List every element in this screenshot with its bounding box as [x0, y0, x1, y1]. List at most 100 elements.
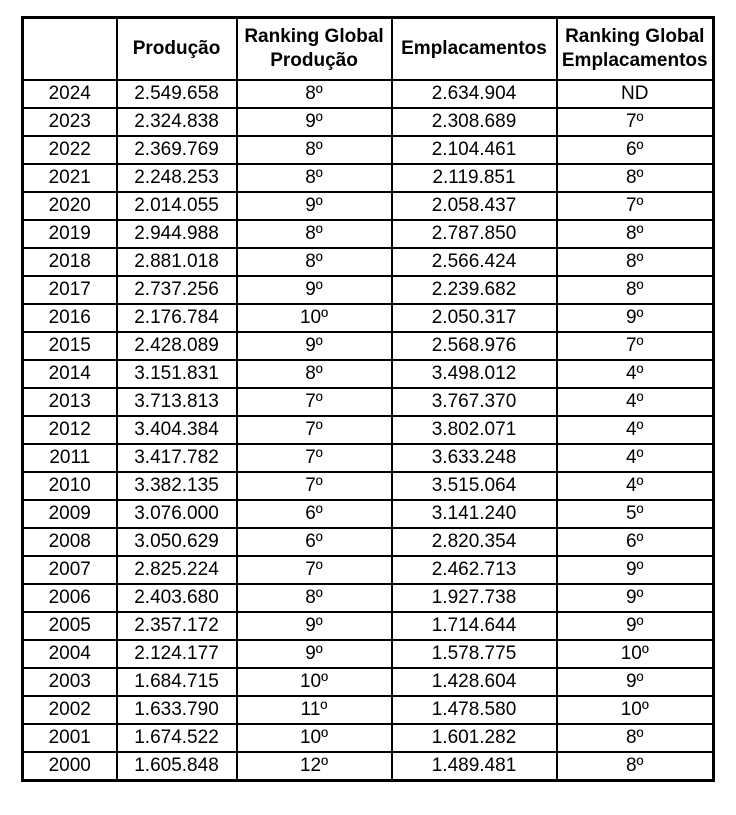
table-row: 2005 2.357.172 9º 1.714.644 9º	[21, 611, 715, 641]
cell-ranking-producao: 6º	[235, 527, 393, 557]
cell-producao: 2.737.256	[115, 275, 238, 305]
cell-ranking-producao: 8º	[235, 359, 393, 389]
table-row: 2017 2.737.256 9º 2.239.682 8º	[21, 275, 715, 305]
cell-producao: 3.076.000	[115, 499, 238, 529]
cell-ranking-emplacamentos: 8º	[555, 275, 715, 305]
header-row: Produção Ranking Global Produção Emplaca…	[21, 16, 715, 81]
cell-ranking-emplacamentos: 8º	[555, 751, 715, 782]
cell-producao: 2.428.089	[115, 331, 238, 361]
cell-year: 2002	[21, 695, 118, 725]
cell-ranking-producao: 8º	[235, 135, 393, 165]
cell-year: 2003	[21, 667, 118, 697]
table-body: 2024 2.549.658 8º 2.634.904 ND 2023 2.324.838 9…	[21, 79, 715, 782]
cell-year: 2009	[21, 499, 118, 529]
cell-year: 2007	[21, 555, 118, 585]
column-header-emplacamentos: Emplacamentos	[390, 16, 558, 81]
table-row: 2006 2.403.680 8º 1.927.738 9º	[21, 583, 715, 613]
cell-ranking-emplacamentos: 10º	[555, 695, 715, 725]
table-row: 2019 2.944.988 8º 2.787.850 8º	[21, 219, 715, 249]
cell-emplacamentos: 1.478.580	[390, 695, 558, 725]
cell-producao: 3.151.831	[115, 359, 238, 389]
cell-ranking-producao: 8º	[235, 79, 393, 109]
cell-year: 2008	[21, 527, 118, 557]
cell-producao: 1.684.715	[115, 667, 238, 697]
cell-emplacamentos: 3.141.240	[390, 499, 558, 529]
cell-producao: 2.014.055	[115, 191, 238, 221]
cell-emplacamentos: 1.428.604	[390, 667, 558, 697]
cell-year: 2023	[21, 107, 118, 137]
table-row: 2011 3.417.782 7º 3.633.248 4º	[21, 443, 715, 473]
table-row: 2023 2.324.838 9º 2.308.689 7º	[21, 107, 715, 137]
cell-emplacamentos: 2.820.354	[390, 527, 558, 557]
table-row: 2018 2.881.018 8º 2.566.424 8º	[21, 247, 715, 277]
table-row: 2013 3.713.813 7º 3.767.370 4º	[21, 387, 715, 417]
cell-ranking-emplacamentos: 7º	[555, 107, 715, 137]
cell-ranking-producao: 9º	[235, 639, 393, 669]
cell-ranking-producao: 12º	[235, 751, 393, 782]
cell-emplacamentos: 1.927.738	[390, 583, 558, 613]
cell-producao: 2.369.769	[115, 135, 238, 165]
cell-emplacamentos: 2.566.424	[390, 247, 558, 277]
cell-producao: 2.324.838	[115, 107, 238, 137]
cell-producao: 2.881.018	[115, 247, 238, 277]
table-row: 2015 2.428.089 9º 2.568.976 7º	[21, 331, 715, 361]
cell-producao: 3.382.135	[115, 471, 238, 501]
cell-ranking-emplacamentos: 8º	[555, 723, 715, 753]
cell-ranking-emplacamentos: 4º	[555, 443, 715, 473]
cell-ranking-producao: 8º	[235, 583, 393, 613]
cell-ranking-producao: 11º	[235, 695, 393, 725]
cell-ranking-producao: 9º	[235, 191, 393, 221]
table-row: 2007 2.825.224 7º 2.462.713 9º	[21, 555, 715, 585]
cell-ranking-emplacamentos: 6º	[555, 527, 715, 557]
table-row: 2002 1.633.790 11º 1.478.580 10º	[21, 695, 715, 725]
cell-ranking-emplacamentos: 6º	[555, 135, 715, 165]
cell-ranking-producao: 7º	[235, 387, 393, 417]
cell-year: 2010	[21, 471, 118, 501]
cell-year: 2000	[21, 751, 118, 782]
column-header-ranking-global-producao: Ranking Global Produção	[235, 16, 393, 81]
cell-year: 2016	[21, 303, 118, 333]
cell-emplacamentos: 2.787.850	[390, 219, 558, 249]
column-header-year	[21, 16, 118, 81]
cell-emplacamentos: 2.058.437	[390, 191, 558, 221]
table-row: 2009 3.076.000 6º 3.141.240 5º	[21, 499, 715, 529]
cell-ranking-producao: 8º	[235, 247, 393, 277]
cell-ranking-producao: 10º	[235, 723, 393, 753]
cell-ranking-emplacamentos: 9º	[555, 555, 715, 585]
cell-year: 2006	[21, 583, 118, 613]
cell-emplacamentos: 3.802.071	[390, 415, 558, 445]
cell-producao: 3.050.629	[115, 527, 238, 557]
cell-ranking-emplacamentos: 9º	[555, 583, 715, 613]
cell-ranking-emplacamentos: 4º	[555, 359, 715, 389]
cell-ranking-emplacamentos: 4º	[555, 387, 715, 417]
column-header-producao: Produção	[115, 16, 238, 81]
cell-ranking-producao: 9º	[235, 275, 393, 305]
cell-emplacamentos: 3.498.012	[390, 359, 558, 389]
table-row: 2024 2.549.658 8º 2.634.904 ND	[21, 79, 715, 109]
cell-emplacamentos: 2.308.689	[390, 107, 558, 137]
table-row: 2012 3.404.384 7º 3.802.071 4º	[21, 415, 715, 445]
cell-producao: 1.674.522	[115, 723, 238, 753]
cell-emplacamentos: 3.515.064	[390, 471, 558, 501]
cell-ranking-emplacamentos: 4º	[555, 415, 715, 445]
cell-emplacamentos: 2.568.976	[390, 331, 558, 361]
cell-year: 2012	[21, 415, 118, 445]
cell-ranking-emplacamentos: 4º	[555, 471, 715, 501]
cell-producao: 2.825.224	[115, 555, 238, 585]
cell-producao: 1.605.848	[115, 751, 238, 782]
cell-emplacamentos: 2.119.851	[390, 163, 558, 193]
table-row: 2014 3.151.831 8º 3.498.012 4º	[21, 359, 715, 389]
cell-producao: 2.124.177	[115, 639, 238, 669]
table-row: 2008 3.050.629 6º 2.820.354 6º	[21, 527, 715, 557]
annual-production-registrations-table: Produção Ranking Global Produção Emplaca…	[21, 16, 715, 782]
cell-year: 2014	[21, 359, 118, 389]
cell-ranking-producao: 7º	[235, 415, 393, 445]
cell-emplacamentos: 3.767.370	[390, 387, 558, 417]
cell-ranking-producao: 7º	[235, 555, 393, 585]
cell-ranking-producao: 8º	[235, 163, 393, 193]
cell-ranking-emplacamentos: 8º	[555, 163, 715, 193]
cell-producao: 1.633.790	[115, 695, 238, 725]
cell-ranking-emplacamentos: 8º	[555, 219, 715, 249]
cell-producao: 2.176.784	[115, 303, 238, 333]
cell-ranking-emplacamentos: 7º	[555, 191, 715, 221]
